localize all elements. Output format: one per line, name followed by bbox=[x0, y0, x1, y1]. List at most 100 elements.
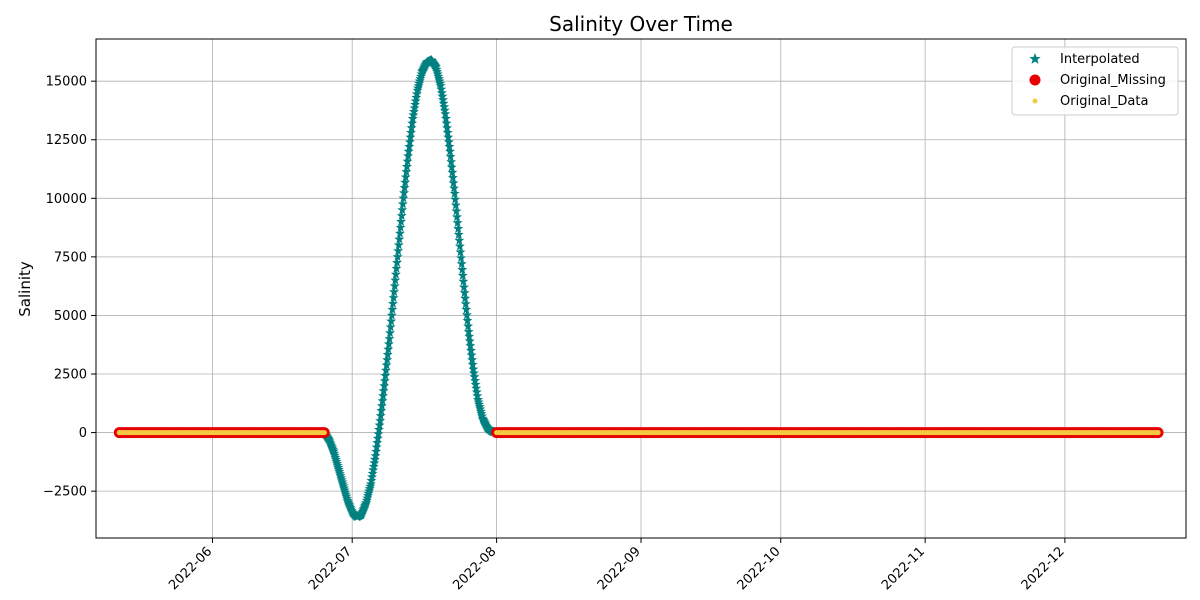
interpolated-point bbox=[456, 252, 467, 263]
interpolated-point bbox=[400, 177, 411, 187]
interpolated-point bbox=[410, 95, 421, 106]
interpolated-point bbox=[370, 450, 381, 461]
interpolated-point bbox=[411, 88, 422, 99]
legend-label-original-data: Original_Data bbox=[1060, 94, 1148, 109]
interpolated-point bbox=[446, 162, 457, 172]
interpolated-point bbox=[467, 354, 478, 365]
interpolated-point bbox=[451, 205, 462, 216]
y-tick-label: 7500 bbox=[54, 250, 87, 265]
interpolated-point bbox=[439, 101, 450, 112]
interpolated-point bbox=[453, 223, 464, 233]
interpolated-point bbox=[383, 338, 394, 349]
original-data-point bbox=[321, 429, 327, 436]
interpolated-point bbox=[468, 367, 479, 378]
interpolated-point bbox=[392, 257, 402, 267]
interpolated-point bbox=[470, 375, 480, 385]
interpolated-point bbox=[379, 380, 390, 391]
interpolated-point bbox=[399, 182, 410, 192]
interpolated-point bbox=[389, 280, 400, 291]
interpolated-point bbox=[435, 80, 446, 91]
interpolated-point bbox=[387, 304, 398, 314]
interpolated-point bbox=[443, 136, 454, 147]
interpolated-point bbox=[374, 424, 384, 434]
interpolated-point bbox=[380, 370, 391, 380]
interpolated-point bbox=[396, 210, 407, 221]
interpolated-point bbox=[445, 146, 455, 156]
interpolated-point bbox=[463, 326, 474, 337]
interpolated-point bbox=[373, 428, 384, 439]
interpolated-point bbox=[403, 150, 414, 161]
interpolated-point bbox=[468, 364, 479, 374]
interpolated-point bbox=[445, 151, 456, 161]
interpolated-point bbox=[458, 276, 469, 286]
interpolated-point bbox=[398, 193, 409, 203]
interpolated-point bbox=[383, 344, 394, 354]
interpolated-point bbox=[407, 118, 418, 128]
interpolated-point bbox=[408, 106, 419, 116]
data-points bbox=[113, 54, 1164, 522]
interpolated-point bbox=[403, 146, 414, 156]
interpolated-point bbox=[368, 464, 379, 475]
legend-box bbox=[1011, 46, 1179, 116]
interpolated-point bbox=[386, 310, 397, 320]
interpolated-point bbox=[459, 287, 470, 298]
interpolated-point bbox=[448, 177, 459, 188]
interpolated-point bbox=[463, 321, 474, 331]
interpolated-point bbox=[457, 270, 468, 280]
y-tick-label: 10000 bbox=[46, 192, 87, 207]
interpolated-point bbox=[465, 340, 476, 351]
interpolated-point bbox=[405, 132, 416, 142]
interpolated-point bbox=[402, 156, 413, 166]
y-tick-label: 12500 bbox=[46, 133, 87, 148]
interpolated-point bbox=[406, 127, 416, 137]
interpolated-point bbox=[408, 109, 419, 120]
y-axis-label: Salinity bbox=[16, 261, 34, 317]
interpolated-point bbox=[447, 172, 458, 183]
y-tick-label: 2500 bbox=[54, 368, 87, 383]
interpolated-point bbox=[378, 385, 389, 396]
interpolated-point bbox=[382, 354, 393, 365]
interpolated-point bbox=[438, 94, 448, 105]
interpolated-point bbox=[411, 92, 422, 102]
interpolated-point bbox=[390, 275, 401, 285]
interpolated-point bbox=[369, 457, 380, 468]
interpolated-point bbox=[367, 468, 378, 478]
interpolated-point bbox=[385, 321, 396, 332]
interpolated-point bbox=[462, 315, 473, 325]
interpolated-point bbox=[471, 386, 482, 397]
interpolated-point bbox=[472, 390, 483, 401]
y-tick-label: 5000 bbox=[54, 309, 87, 324]
interpolated-point bbox=[437, 91, 448, 101]
interpolated-point bbox=[470, 379, 481, 389]
interpolated-point bbox=[381, 360, 392, 370]
interpolated-point bbox=[376, 400, 387, 411]
interpolated-point bbox=[467, 359, 478, 369]
interpolated-point bbox=[371, 446, 382, 456]
interpolated-point bbox=[446, 156, 457, 167]
interpolated-point bbox=[442, 127, 453, 137]
interpolated-point bbox=[375, 415, 386, 426]
interpolated-point bbox=[449, 188, 460, 198]
y-tick-label: 15000 bbox=[46, 75, 87, 90]
interpolated-point bbox=[386, 316, 397, 326]
legend: Interpolated Original_Missing Original_D… bbox=[1011, 46, 1179, 116]
interpolated-point bbox=[376, 405, 387, 416]
interpolated-point bbox=[388, 292, 399, 303]
interpolated-point bbox=[447, 167, 458, 177]
interpolated-point bbox=[409, 102, 420, 113]
interpolated-point bbox=[397, 204, 408, 215]
interpolated-point bbox=[406, 122, 417, 133]
chart-title: Salinity Over Time bbox=[549, 12, 733, 36]
interpolated-point bbox=[393, 245, 404, 256]
interpolated-point bbox=[404, 141, 415, 151]
interpolated-point bbox=[407, 113, 418, 123]
interpolated-point bbox=[452, 217, 463, 228]
interpolated-point bbox=[441, 118, 452, 128]
interpolated-point bbox=[450, 194, 461, 204]
interpolated-point bbox=[394, 234, 405, 244]
interpolated-point bbox=[388, 298, 398, 308]
interpolated-point bbox=[450, 200, 461, 210]
interpolated-point bbox=[401, 166, 412, 177]
interpolated-point bbox=[439, 105, 450, 115]
